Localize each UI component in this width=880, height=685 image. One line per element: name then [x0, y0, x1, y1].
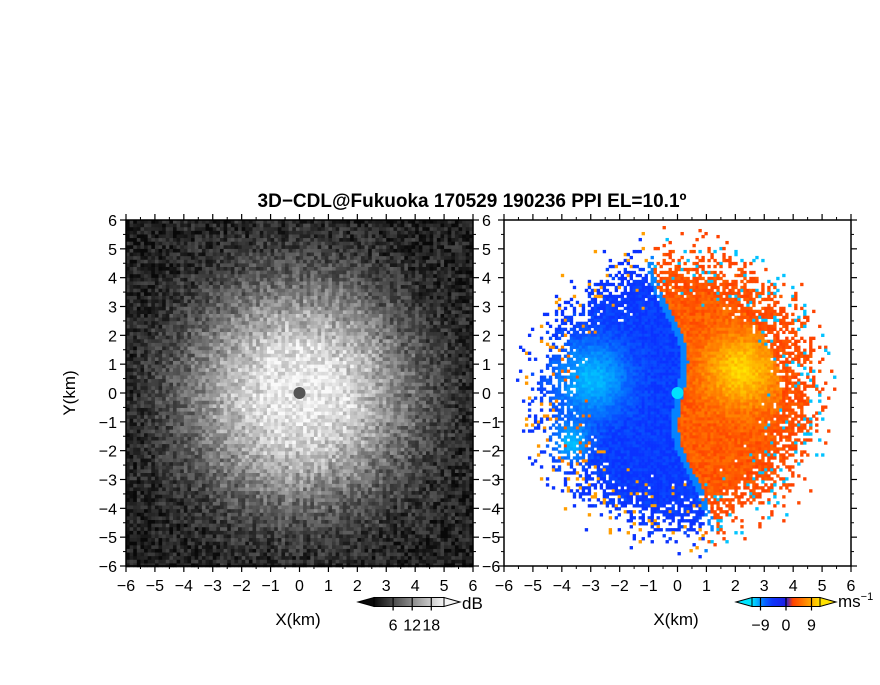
velocity-colorbar-unit: ms−1 [838, 591, 873, 611]
x-tick-label: 1 [324, 578, 333, 595]
x-tick-label: 5 [818, 578, 827, 595]
y-tick-label: 0 [108, 386, 117, 403]
x-tick-label: 3 [382, 578, 391, 595]
y-tick-label: −4 [99, 501, 117, 518]
y-tick-label: −6 [99, 559, 117, 576]
x-tick-label: 0 [673, 578, 682, 595]
colorbar-tick-label: −9 [751, 618, 769, 635]
y-tick-label-right: 4 [482, 271, 491, 288]
radar-site-marker [672, 387, 684, 399]
colorbar-tick-label: 6 [389, 618, 398, 635]
colorbar-tick-label: 0 [782, 618, 791, 635]
velocity-field [504, 220, 851, 566]
x-tick-label: 3 [760, 578, 769, 595]
reflectivity-colorbar-unit: dB [462, 594, 483, 613]
y-tick-label: −2 [99, 444, 117, 461]
colorbar-low-arrow [358, 598, 374, 607]
y-tick-label: −3 [99, 473, 117, 490]
x-tick-label: −4 [553, 578, 571, 595]
colorbar-tick-label: 12 [403, 618, 421, 635]
y-tick-label-right: −1 [482, 415, 500, 432]
y-tick-label-right: −2 [482, 444, 500, 461]
x-tick-label: −3 [204, 578, 222, 595]
y-tick-label: 4 [108, 271, 117, 288]
y-tick-label: 5 [108, 242, 117, 259]
radar-site-marker [294, 387, 306, 399]
x-tick-label: −1 [639, 578, 657, 595]
y-tick-label-right: −6 [482, 559, 500, 576]
y-tick-label: −5 [99, 530, 117, 547]
reflectivity-y-axis-label: Y(km) [60, 370, 79, 415]
y-tick-label: 6 [108, 213, 117, 230]
y-tick-label-right: −5 [482, 530, 500, 547]
velocity-x-axis-label: X(km) [653, 610, 698, 629]
x-tick-label: 4 [789, 578, 798, 595]
x-tick-label: −4 [175, 578, 193, 595]
x-tick-label: 4 [411, 578, 420, 595]
y-tick-label-right: 1 [482, 357, 491, 374]
x-tick-label: −5 [146, 578, 164, 595]
y-tick-label-right: 6 [482, 213, 491, 230]
x-tick-label: 1 [702, 578, 711, 595]
x-tick-label: −5 [524, 578, 542, 595]
x-tick-label: 6 [469, 578, 478, 595]
colorbar-low-arrow [736, 598, 752, 607]
x-tick-label: −2 [233, 578, 251, 595]
colorbar-high-arrow [820, 598, 836, 607]
y-tick-label-right: 5 [482, 242, 491, 259]
colorbar-ramp [374, 598, 444, 607]
x-tick-label: −1 [261, 578, 279, 595]
colorbar-tick-label: 9 [807, 618, 816, 635]
y-tick-label-right: 0 [482, 386, 491, 403]
velocity-unit-exponent: −1 [861, 591, 874, 603]
x-tick-label: −2 [611, 578, 629, 595]
y-tick-label: −1 [99, 415, 117, 432]
y-tick-label: 1 [108, 357, 117, 374]
reflectivity-x-axis-label: X(km) [275, 610, 320, 629]
y-tick-label: 3 [108, 300, 117, 317]
x-tick-label: −6 [495, 578, 513, 595]
figure-title: 3D−CDL@Fukuoka 170529 190236 PPI EL=10.1… [258, 191, 687, 212]
y-tick-label-right: −4 [482, 501, 500, 518]
y-tick-label-right: 2 [482, 328, 491, 345]
reflectivity-field [126, 220, 473, 567]
x-tick-label: 0 [295, 578, 304, 595]
x-tick-label: 5 [440, 578, 449, 595]
x-tick-label: −3 [582, 578, 600, 595]
x-tick-label: 2 [731, 578, 740, 595]
colorbar-tick-label: 18 [422, 618, 440, 635]
colorbar-high-arrow [444, 598, 460, 607]
y-tick-label-right: −3 [482, 473, 500, 490]
y-tick-label-right: 3 [482, 300, 491, 317]
x-tick-label: −6 [117, 578, 135, 595]
y-tick-label: 2 [108, 328, 117, 345]
x-tick-label: 2 [353, 578, 362, 595]
